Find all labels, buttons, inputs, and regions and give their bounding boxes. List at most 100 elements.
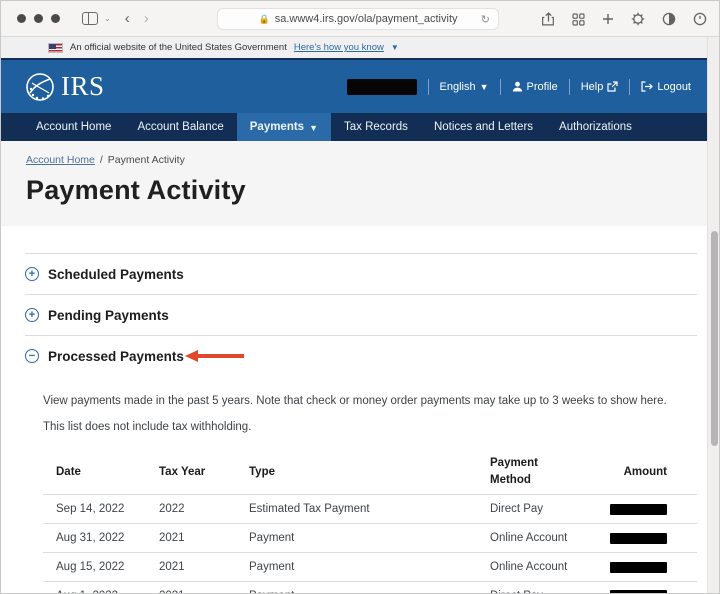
share-icon[interactable] (542, 11, 555, 27)
title-band: Account Home / Payment Activity Payment … (1, 141, 707, 226)
window-controls[interactable] (17, 14, 60, 23)
redacted-amount-bar (610, 590, 667, 593)
breadcrumb: Account Home / Payment Activity (26, 154, 707, 166)
back-icon[interactable]: ‹ (124, 10, 130, 27)
sidebar-chevron-icon[interactable]: ⌄ (104, 14, 111, 23)
cell-type: Payment (249, 561, 295, 574)
cell-method: Direct Pay (490, 503, 544, 516)
col-header-tax-year: Tax Year (159, 465, 206, 478)
new-tab-icon[interactable] (602, 13, 614, 25)
processed-intro-text: View payments made in the past 5 years. … (43, 395, 667, 407)
cell-date: Aug 31, 2022 (56, 532, 125, 545)
cell-date: Aug 1, 2022 (43, 590, 159, 593)
cell-method: Online Account (490, 561, 568, 574)
how-you-know-link[interactable]: Here's how you know (293, 42, 384, 53)
page-content: + Scheduled Payments + Pending Payments … (1, 226, 707, 593)
nav-account-home[interactable]: Account Home (36, 121, 112, 133)
annotation-arrow (185, 350, 244, 362)
lock-icon: 🔒 (258, 13, 270, 24)
nav-account-balance[interactable]: Account Balance (137, 121, 224, 133)
nav-payments[interactable]: Payments ▼ (236, 113, 332, 141)
profile-button[interactable]: Profile (512, 81, 558, 93)
tab-grid-icon[interactable] (572, 12, 585, 26)
chevron-down-icon: ▼ (479, 81, 489, 92)
cell-amount-redacted (610, 590, 697, 593)
gear-icon[interactable] (631, 12, 645, 26)
minimize-window-icon[interactable] (34, 14, 43, 23)
reload-icon[interactable]: ↻ (480, 13, 490, 26)
cell-type: Payment (249, 590, 490, 593)
sidebar-icon[interactable] (82, 12, 98, 25)
zoom-window-icon[interactable] (51, 14, 60, 23)
payments-table: Date Tax Year Type Payment Method Amount… (43, 451, 697, 593)
breadcrumb-account-home-link[interactable]: Account Home (26, 154, 95, 166)
withholding-note-text: This list does not include tax withholdi… (43, 421, 252, 433)
redacted-amount-bar (610, 532, 667, 544)
close-window-icon[interactable] (17, 14, 26, 23)
breadcrumb-current: Payment Activity (107, 154, 185, 166)
accordion-processed-payments[interactable]: − Processed Payments (25, 335, 697, 376)
redacted-amount-bar (610, 561, 667, 573)
cell-tax-year: 2021 (159, 590, 249, 593)
cell-method: Online Account (490, 532, 568, 545)
cell-type: Estimated Tax Payment (249, 503, 370, 516)
table-row: Aug 1, 2022 2021 Payment Direct Pay (43, 581, 697, 593)
gov-banner: An official website of the United States… (1, 37, 707, 58)
url-text: sa.www4.irs.gov/ola/payment_activity (274, 13, 458, 25)
redacted-account-name (346, 78, 417, 95)
language-selector[interactable]: English ▼ (439, 80, 489, 93)
scrollbar-thumb[interactable] (711, 231, 718, 446)
redacted-amount-bar (610, 503, 667, 515)
cell-tax-year: 2021 (159, 532, 185, 545)
irs-logo[interactable]: IRS (23, 69, 105, 105)
forward-icon[interactable]: › (143, 10, 149, 27)
contrast-icon[interactable] (662, 12, 676, 26)
gov-banner-text: An official website of the United States… (70, 42, 287, 53)
page-title: Payment Activity (26, 175, 246, 205)
person-icon (512, 81, 522, 92)
irs-eagle-emblem (26, 72, 54, 101)
cell-date: Sep 14, 2022 (56, 503, 125, 516)
cell-tax-year: 2022 (159, 503, 185, 516)
external-link-icon (607, 81, 618, 92)
address-bar[interactable]: 🔒 sa.www4.irs.gov/ola/payment_activity ↻ (217, 8, 499, 30)
irs-wordmark: IRS (61, 71, 105, 101)
nav-notices-letters[interactable]: Notices and Letters (433, 121, 534, 133)
col-header-type: Type (249, 465, 275, 478)
cell-method: Direct Pay (490, 590, 610, 593)
col-header-payment-method: Payment Method (490, 457, 538, 486)
table-header-row: Date Tax Year Type Payment Method Amount (43, 451, 697, 494)
table-row: Aug 15, 2022 2021 Payment Online Account (43, 552, 697, 581)
chevron-down-icon: ▼ (309, 123, 319, 133)
logout-button[interactable]: Logout (641, 81, 691, 93)
processed-payments-panel: View payments made in the past 5 years. … (25, 395, 697, 593)
expand-plus-icon[interactable]: + (25, 267, 39, 281)
cell-amount-redacted (610, 532, 697, 544)
table-row: Aug 31, 2022 2021 Payment Online Account (43, 523, 697, 552)
accordion-pending-payments[interactable]: + Pending Payments (25, 294, 697, 335)
browser-toolbar: ⌄ ‹ › 🔒 sa.www4.irs.gov/ola/payment_acti… (1, 1, 719, 37)
chevron-down-icon[interactable]: ▼ (390, 43, 399, 52)
collapse-minus-icon[interactable]: − (25, 349, 39, 363)
cell-type: Payment (249, 532, 295, 545)
logout-icon (641, 81, 654, 92)
breadcrumb-separator: / (99, 154, 103, 166)
col-header-date: Date (56, 465, 81, 478)
accordion-scheduled-payments[interactable]: + Scheduled Payments (25, 253, 697, 294)
irs-header: IRS English ▼ Profile (1, 58, 707, 113)
main-nav: Account Home Account Balance Payments ▼ … (1, 113, 707, 141)
col-header-amount: Amount (623, 465, 667, 478)
clock-icon[interactable] (693, 12, 707, 26)
help-button[interactable]: Help (581, 81, 619, 93)
nav-authorizations[interactable]: Authorizations (559, 121, 632, 133)
scrollbar-track[interactable] (707, 37, 719, 593)
cell-amount-redacted (610, 503, 697, 515)
table-row: Sep 14, 2022 2022 Estimated Tax Payment … (43, 494, 697, 523)
cell-date: Aug 15, 2022 (56, 561, 125, 574)
expand-plus-icon[interactable]: + (25, 308, 39, 322)
cell-tax-year: 2021 (159, 561, 185, 574)
cell-amount-redacted (610, 561, 697, 573)
us-flag-icon (48, 42, 63, 53)
nav-tax-records[interactable]: Tax Records (344, 121, 408, 133)
